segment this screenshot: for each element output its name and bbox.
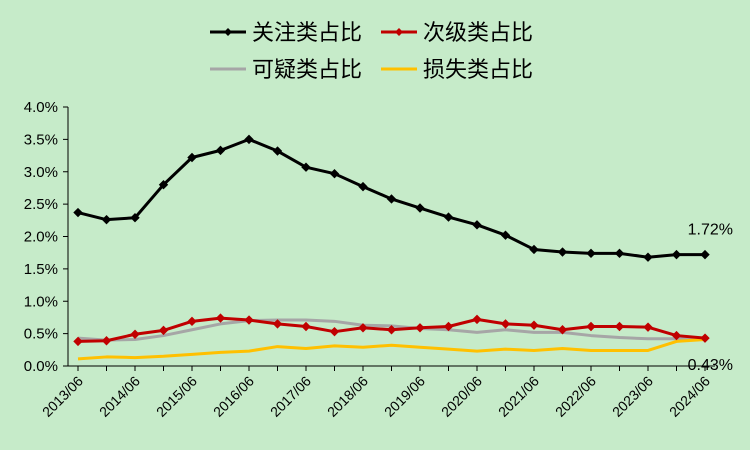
- series-line-3: [77, 337, 706, 361]
- data-point-s1-0: [73, 336, 83, 347]
- data-label: 1.72%: [688, 222, 733, 239]
- x-tick-label: 2019/06: [381, 373, 428, 420]
- data-point-s1-13: [443, 321, 454, 332]
- data-point-s0-17: [557, 247, 568, 257]
- data-point-s0-11: [386, 194, 397, 204]
- data-point-s1-14: [472, 314, 482, 325]
- data-point-s0-5: [215, 145, 226, 156]
- x-tick-label: 2013/06: [39, 373, 86, 420]
- data-point-s1-16: [529, 320, 539, 330]
- data-point-s1-20: [643, 322, 653, 332]
- data-point-s0-4: [187, 152, 197, 163]
- y-tick-label: 3.5%: [24, 131, 58, 148]
- x-tick-label: 2018/06: [324, 373, 371, 420]
- data-point-s1-19: [614, 321, 625, 332]
- y-tick-label: 2.0%: [24, 229, 58, 246]
- data-point-s0-3: [158, 179, 169, 190]
- data-point-s1-11: [386, 325, 397, 335]
- data-point-s1-21: [671, 330, 682, 341]
- x-tick-label: 2022/06: [552, 373, 599, 420]
- data-point-s0-2: [130, 213, 140, 223]
- data-point-s1-2: [130, 329, 140, 339]
- x-tick-label: 2015/06: [153, 373, 200, 420]
- x-tick-label: 2023/06: [609, 373, 656, 420]
- data-label: 0.43%: [688, 357, 733, 374]
- legend-label-0: 关注类占比: [252, 21, 362, 46]
- data-point-s1-12: [415, 323, 425, 333]
- x-tick-label: 2020/06: [438, 373, 485, 420]
- data-point-s1-10: [358, 323, 368, 333]
- data-point-s0-19: [614, 248, 625, 259]
- data-point-s0-1: [101, 214, 112, 225]
- y-tick-label: 3.0%: [24, 164, 58, 181]
- data-point-s1-1: [101, 336, 112, 346]
- data-point-s0-14: [472, 220, 482, 230]
- data-point-s0-15: [500, 230, 511, 240]
- x-tick-label: 2024/06: [666, 373, 713, 420]
- data-point-s1-3: [158, 325, 169, 336]
- data-point-s0-9: [329, 168, 340, 179]
- data-point-s1-5: [215, 313, 226, 323]
- data-point-s0-22: [700, 249, 710, 260]
- data-point-s1-22: [700, 333, 710, 343]
- legend-marker-0: [224, 28, 232, 36]
- y-tick-label: 1.0%: [24, 293, 58, 310]
- x-tick-label: 2014/06: [96, 373, 143, 420]
- data-point-s1-9: [329, 326, 340, 337]
- data-point-s1-18: [586, 321, 596, 332]
- y-tick-label: 0.5%: [24, 326, 58, 343]
- data-point-s1-8: [301, 321, 311, 332]
- data-point-s1-6: [244, 315, 254, 325]
- data-point-s1-4: [187, 316, 197, 327]
- data-point-s0-6: [244, 134, 254, 145]
- data-point-s1-17: [557, 325, 568, 335]
- y-tick-label: 2.5%: [24, 196, 58, 213]
- legend-label-1: 次级类占比: [423, 21, 533, 46]
- legend-label-3: 损失类占比: [423, 58, 533, 83]
- data-point-s1-15: [500, 319, 511, 329]
- x-tick-label: 2017/06: [267, 373, 314, 420]
- data-point-s0-16: [529, 244, 539, 255]
- x-tick-label: 2021/06: [495, 373, 542, 420]
- legend-marker-1: [395, 28, 403, 36]
- x-tick-label: 2016/06: [210, 373, 257, 420]
- data-point-s1-7: [272, 319, 283, 329]
- data-point-s0-18: [586, 248, 596, 259]
- y-tick-label: 1.5%: [24, 261, 58, 278]
- data-point-s0-12: [415, 203, 425, 213]
- data-point-s0-8: [301, 162, 311, 172]
- data-point-s0-21: [671, 249, 682, 260]
- data-point-s0-13: [443, 212, 454, 222]
- data-point-s0-20: [643, 252, 653, 262]
- legend-label-2: 可疑类占比: [252, 58, 362, 83]
- data-point-s0-10: [358, 181, 368, 192]
- data-point-s0-7: [272, 146, 283, 156]
- y-tick-label: 0.0%: [24, 358, 58, 375]
- data-point-s0-0: [73, 207, 83, 218]
- y-tick-label: 4.0%: [24, 99, 58, 116]
